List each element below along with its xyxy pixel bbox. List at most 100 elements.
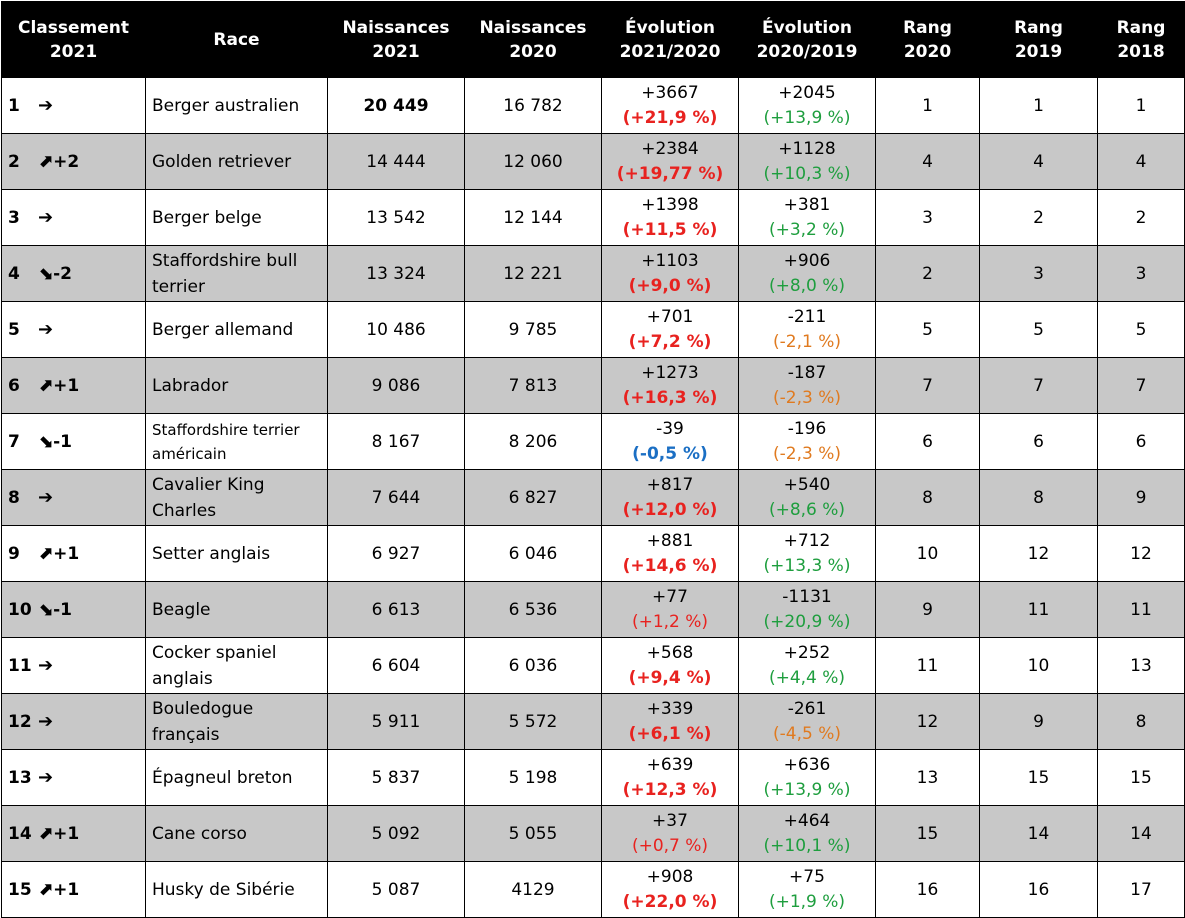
evolution-percent: (+6,1 %)	[628, 723, 712, 744]
arrow-down-right-icon: ⬊	[38, 262, 54, 284]
evolution-percent: (+4,4 %)	[768, 667, 846, 688]
cell-evolution-2021-2020: +77 (+1,2 %)	[601, 581, 739, 638]
rank-number: 6	[8, 375, 20, 396]
table-row: 8 ➔ Cavalier King Charles 7 644 6 827 +817 (+1…	[1, 469, 1185, 526]
rank-number: 12	[8, 711, 32, 732]
arrow-up-right-icon: ⬈	[38, 878, 54, 900]
evolution-absolute: +339	[646, 698, 694, 719]
cell-evolution-2021-2020: +1103 (+9,0 %)	[601, 245, 739, 302]
evolution-absolute: +2384	[641, 138, 699, 159]
cell-rang-2018: 1	[1097, 77, 1185, 134]
rank-change: +2	[53, 151, 80, 172]
table-row: 11 ➔ Cocker spaniel anglais 6 604 6 036 +568 (…	[1, 637, 1185, 694]
cell-naissances-2021: 5 837	[327, 749, 465, 806]
header-rang-2019: Rang 2019	[979, 1, 1098, 78]
rank-number: 14	[8, 823, 32, 844]
evolution-percent: (-0,5 %)	[632, 443, 708, 464]
evolution-percent: (+13,9 %)	[763, 779, 851, 800]
rank-number: 3	[8, 207, 20, 228]
arrow-right-icon: ➔	[38, 654, 54, 676]
rank-number: 10	[8, 599, 32, 620]
cell-race: Setter anglais	[145, 525, 328, 582]
table-row: 10 ⬊-1 Beagle 6 613 6 536 +77 (+1,2 %) -1131 (+2…	[1, 581, 1185, 638]
cell-evolution-2021-2020: +1273 (+16,3 %)	[601, 357, 739, 414]
cell-evolution-2020-2019: +464 (+10,1 %)	[738, 805, 876, 862]
cell-classement: 3 ➔	[1, 189, 146, 246]
evolution-percent: (+16,3 %)	[622, 387, 718, 408]
evolution-absolute: +568	[646, 642, 694, 663]
table-row: 3 ➔ Berger belge 13 542 12 144 +1398 (+11,5 %)…	[1, 189, 1185, 246]
cell-naissances-2020: 9 785	[464, 301, 602, 358]
arrow-right-icon: ➔	[38, 486, 54, 508]
cell-rang-2018: 4	[1097, 133, 1185, 190]
rank-change: +1	[53, 375, 80, 396]
cell-naissances-2020: 6 827	[464, 469, 602, 526]
cell-rang-2020: 8	[875, 469, 980, 526]
rank-number: 2	[8, 151, 20, 172]
cell-race: Staffordshire terrier américain	[145, 413, 328, 470]
cell-naissances-2020: 6 036	[464, 637, 602, 694]
cell-evolution-2020-2019: +906 (+8,0 %)	[738, 245, 876, 302]
cell-rang-2019: 2	[979, 189, 1098, 246]
header-naissances-2020: Naissances 2020	[464, 1, 602, 78]
header-naissances-2021: Naissances 2021	[327, 1, 465, 78]
cell-naissances-2020: 5 572	[464, 693, 602, 750]
cell-classement: 12 ➔	[1, 693, 146, 750]
evolution-percent: (+19,77 %)	[616, 163, 724, 184]
cell-naissances-2021: 13 324	[327, 245, 465, 302]
cell-rang-2019: 11	[979, 581, 1098, 638]
evolution-absolute: -1131	[782, 586, 832, 607]
table-row: 12 ➔ Bouledogue français 5 911 5 572 +339 (+6,…	[1, 693, 1185, 750]
evolution-percent: (+3,2 %)	[768, 219, 846, 240]
evolution-percent: (+11,5 %)	[622, 219, 718, 240]
cell-classement: 15 ⬈+1	[1, 861, 146, 918]
cell-evolution-2020-2019: -187 (-2,3 %)	[738, 357, 876, 414]
cell-race: Labrador	[145, 357, 328, 414]
evolution-absolute: +1128	[778, 138, 836, 159]
cell-evolution-2021-2020: +568 (+9,4 %)	[601, 637, 739, 694]
cell-race: Cavalier King Charles	[145, 469, 328, 526]
arrow-right-icon: ➔	[38, 318, 54, 340]
arrow-right-icon: ➔	[38, 766, 54, 788]
table-row: 1 ➔ Berger australien 20 449 16 782 +3667 (+21…	[1, 77, 1185, 134]
cell-evolution-2021-2020: +908 (+22,0 %)	[601, 861, 739, 918]
cell-race: Cane corso	[145, 805, 328, 862]
cell-race: Staffordshire bull terrier	[145, 245, 328, 302]
evolution-absolute: +1273	[641, 362, 699, 383]
cell-evolution-2021-2020: +639 (+12,3 %)	[601, 749, 739, 806]
evolution-absolute: +3667	[641, 82, 699, 103]
header-evolution-2021-2020: Évolution 2021/2020	[601, 1, 739, 78]
cell-evolution-2020-2019: +712 (+13,3 %)	[738, 525, 876, 582]
cell-rang-2018: 2	[1097, 189, 1185, 246]
evolution-absolute: +1398	[641, 194, 699, 215]
cell-evolution-2020-2019: -211 (-2,1 %)	[738, 301, 876, 358]
cell-classement: 4 ⬊-2	[1, 245, 146, 302]
cell-rang-2019: 14	[979, 805, 1098, 862]
evolution-absolute: -261	[787, 698, 827, 719]
cell-rang-2020: 2	[875, 245, 980, 302]
table-row: 9 ⬈+1 Setter anglais 6 927 6 046 +881 (+14,6 %…	[1, 525, 1185, 582]
cell-rang-2019: 16	[979, 861, 1098, 918]
cell-rang-2018: 14	[1097, 805, 1185, 862]
table-body: 1 ➔ Berger australien 20 449 16 782 +3667 (+21…	[1, 77, 1185, 918]
evolution-percent: (+14,6 %)	[622, 555, 718, 576]
evolution-absolute: +37	[652, 810, 688, 831]
cell-evolution-2020-2019: -196 (-2,3 %)	[738, 413, 876, 470]
cell-naissances-2021: 6 613	[327, 581, 465, 638]
cell-classement: 5 ➔	[1, 301, 146, 358]
evolution-absolute: +464	[783, 810, 831, 831]
rank-number: 4	[8, 263, 20, 284]
cell-race: Berger allemand	[145, 301, 328, 358]
cell-rang-2020: 12	[875, 693, 980, 750]
evolution-percent: (+1,2 %)	[631, 611, 709, 632]
evolution-percent: (+7,2 %)	[628, 331, 712, 352]
arrow-down-right-icon: ⬊	[38, 598, 54, 620]
evolution-percent: (+12,3 %)	[622, 779, 718, 800]
arrow-right-icon: ➔	[38, 710, 54, 732]
cell-evolution-2020-2019: +1128 (+10,3 %)	[738, 133, 876, 190]
cell-evolution-2020-2019: -261 (-4,5 %)	[738, 693, 876, 750]
evolution-percent: (+8,6 %)	[768, 499, 846, 520]
header-classement-2021: Classement 2021	[1, 1, 146, 78]
evolution-percent: (+22,0 %)	[622, 891, 718, 912]
